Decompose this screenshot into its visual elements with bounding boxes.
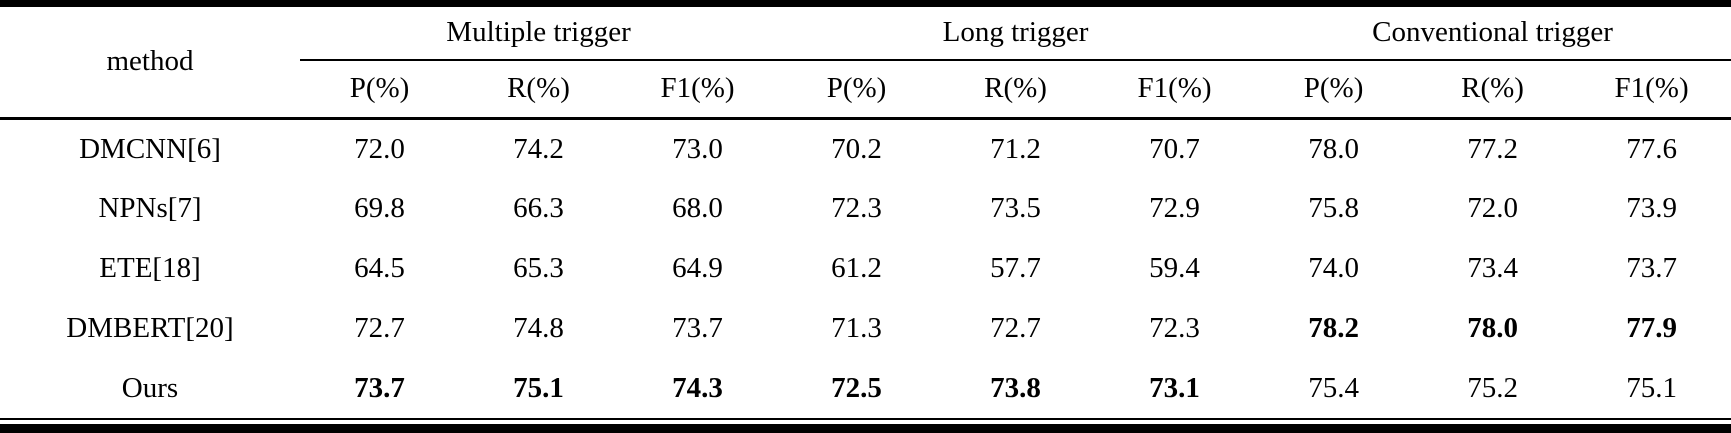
table-row: NPNs[7] 69.8 66.3 68.0 72.3 73.5 72.9 75… bbox=[0, 179, 1731, 239]
group-header-long-trigger: Long trigger bbox=[777, 7, 1255, 61]
value-cell: 77.6 bbox=[1626, 132, 1677, 165]
method-cell: DMBERT[20] bbox=[66, 312, 234, 345]
col-header-f1: F1(%) bbox=[1095, 60, 1255, 120]
value-cell: 64.5 bbox=[354, 252, 405, 285]
value-cell: 75.4 bbox=[1254, 358, 1414, 421]
col-header-r: R(%) bbox=[936, 60, 1096, 120]
value-cell: 61.2 bbox=[831, 252, 882, 285]
value-cell: 72.7 bbox=[990, 312, 1041, 345]
value-cell: 73.1 bbox=[1095, 358, 1255, 421]
col-header-p: P(%) bbox=[777, 60, 937, 120]
header-sub-row: P(%) R(%) F1(%) P(%) R(%) F1(%) P(%) R(%… bbox=[0, 60, 1731, 120]
col-header-r: R(%) bbox=[1413, 60, 1573, 120]
value-cell: 74.0 bbox=[1308, 252, 1359, 285]
value-cell: 72.0 bbox=[354, 132, 405, 165]
col-header-f1: F1(%) bbox=[1572, 60, 1731, 120]
value-cell: 69.8 bbox=[354, 191, 405, 224]
value-cell: 65.3 bbox=[513, 252, 564, 285]
value-cell: 71.2 bbox=[990, 132, 1041, 165]
group-header-multiple-trigger: Multiple trigger bbox=[300, 7, 778, 61]
value-cell: 73.7 bbox=[300, 358, 459, 421]
value-cell: 75.2 bbox=[1413, 358, 1573, 421]
value-cell: 72.3 bbox=[1149, 312, 1200, 345]
value-cell: 73.5 bbox=[990, 191, 1041, 224]
value-cell: 78.0 bbox=[1467, 312, 1518, 345]
value-cell: 77.9 bbox=[1626, 312, 1677, 345]
value-cell: 70.7 bbox=[1149, 132, 1200, 165]
value-cell: 66.3 bbox=[513, 191, 564, 224]
value-cell: 75.1 bbox=[1572, 358, 1731, 421]
header-group-row: method Multiple trigger Long trigger Con… bbox=[0, 7, 1731, 120]
value-cell: 74.8 bbox=[513, 312, 564, 345]
method-cell: ETE[18] bbox=[99, 252, 201, 285]
col-header-f1: F1(%) bbox=[618, 60, 778, 120]
col-header-p: P(%) bbox=[1254, 60, 1414, 120]
value-cell: 70.2 bbox=[831, 132, 882, 165]
value-cell: 71.3 bbox=[831, 312, 882, 345]
value-cell: 72.0 bbox=[1467, 191, 1518, 224]
value-cell: 78.0 bbox=[1308, 132, 1359, 165]
table-row: DMBERT[20] 72.7 74.8 73.7 71.3 72.7 72.3… bbox=[0, 299, 1731, 359]
value-cell: 75.1 bbox=[459, 358, 618, 421]
method-column-header: method bbox=[0, 7, 300, 120]
method-cell: Ours bbox=[0, 358, 300, 421]
value-cell: 77.2 bbox=[1467, 132, 1518, 165]
table-row: DMCNN[6] 72.0 74.2 73.0 70.2 71.2 70.7 7… bbox=[0, 119, 1731, 179]
value-cell: 78.2 bbox=[1308, 312, 1359, 345]
table-row: ETE[18] 64.5 65.3 64.9 61.2 57.7 59.4 74… bbox=[0, 239, 1731, 299]
value-cell: 72.3 bbox=[831, 191, 882, 224]
method-cell: DMCNN[6] bbox=[79, 132, 221, 165]
value-cell: 73.7 bbox=[1626, 252, 1677, 285]
value-cell: 73.9 bbox=[1626, 191, 1677, 224]
value-cell: 57.7 bbox=[990, 252, 1041, 285]
col-header-p: P(%) bbox=[300, 60, 459, 120]
value-cell: 74.2 bbox=[513, 132, 564, 165]
value-cell: 73.0 bbox=[672, 132, 723, 165]
value-cell: 75.8 bbox=[1308, 191, 1359, 224]
value-cell: 73.7 bbox=[672, 312, 723, 345]
table-row: Ours 73.7 75.1 74.3 72.5 73.8 73.1 75.4 … bbox=[0, 358, 1731, 421]
value-cell: 68.0 bbox=[672, 191, 723, 224]
value-cell: 64.9 bbox=[672, 252, 723, 285]
value-cell: 72.9 bbox=[1149, 191, 1200, 224]
method-cell: NPNs[7] bbox=[98, 191, 202, 224]
group-header-conventional-trigger: Conventional trigger bbox=[1254, 7, 1731, 61]
value-cell: 74.3 bbox=[618, 358, 778, 421]
value-cell: 72.7 bbox=[354, 312, 405, 345]
value-cell: 72.5 bbox=[777, 358, 937, 421]
col-header-r: R(%) bbox=[459, 60, 618, 120]
results-table: method Multiple trigger Long trigger Con… bbox=[0, 7, 1731, 421]
value-cell: 73.4 bbox=[1467, 252, 1518, 285]
value-cell: 59.4 bbox=[1149, 252, 1200, 285]
value-cell: 73.8 bbox=[936, 358, 1096, 421]
